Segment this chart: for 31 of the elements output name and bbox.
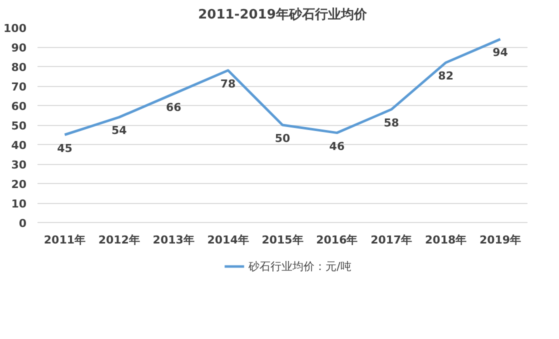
y-tick-label: 40 — [11, 139, 27, 152]
data-label: 54 — [112, 124, 128, 138]
data-label: 94 — [492, 46, 508, 60]
y-tick-label: 50 — [11, 120, 27, 132]
data-label: 45 — [57, 142, 72, 155]
data-label: 66 — [166, 100, 182, 114]
x-tick-label: 2012年 — [98, 234, 140, 246]
x-tick-label: 2018年 — [425, 234, 467, 246]
y-tick-label: 100 — [4, 22, 27, 35]
x-tick-label: 2011年 — [44, 234, 86, 246]
data-label: 50 — [274, 132, 290, 145]
legend-label: 砂石行业均价：元/吨 — [248, 258, 352, 274]
y-tick-label: 80 — [11, 61, 27, 74]
y-tick-label: 20 — [11, 178, 27, 191]
data-label: 78 — [220, 77, 236, 90]
x-tick-label: 2017年 — [370, 234, 412, 246]
y-tick-label: 30 — [11, 158, 27, 172]
data-label: 46 — [329, 140, 345, 153]
x-tick-label: 2015年 — [262, 234, 304, 246]
y-tick-label: 90 — [11, 42, 27, 54]
x-tick-label: 2019年 — [479, 234, 522, 246]
data-label: 82 — [438, 70, 454, 83]
x-tick-label: 2013年 — [152, 234, 194, 246]
y-tick-label: 10 — [11, 198, 27, 210]
chart-title: 2011-2019年砂石行业均价 — [198, 8, 368, 22]
y-tick-label: 60 — [11, 100, 27, 113]
y-tick-label: 70 — [11, 80, 27, 94]
y-tick-label: 0 — [18, 217, 27, 230]
x-tick-label: 2014年 — [207, 234, 249, 246]
data-label: 58 — [384, 116, 400, 130]
x-tick-label: 2016年 — [316, 234, 358, 246]
